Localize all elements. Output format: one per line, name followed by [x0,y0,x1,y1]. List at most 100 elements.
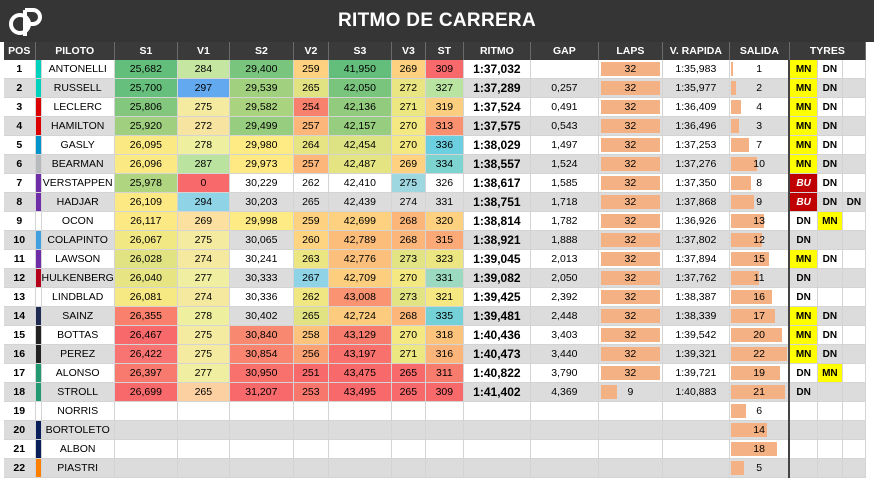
team-color-swatch [35,249,42,269]
laps-cell: 32 [598,344,663,364]
tyre-compound-cell: DN [817,78,843,98]
laps-bar [600,347,660,361]
fastest-lap-cell [662,439,730,459]
s3-cell [328,420,392,440]
s2-cell [229,401,294,421]
v3-cell: 270 [391,325,426,345]
team-color-swatch [35,135,42,155]
gap-cell [530,439,599,459]
salida-cell: 16 [729,287,791,307]
v1-cell: 277 [177,363,230,383]
v3-cell: 268 [391,306,426,326]
s2-cell: 30,333 [229,268,294,288]
laps-bar [600,309,660,323]
team-color-swatch [35,363,42,383]
s3-cell [328,458,392,478]
v2-cell: 254 [293,97,329,117]
st-cell: 321 [425,287,464,307]
laps-cell: 32 [598,249,663,269]
col-header-v3: V3 [391,42,426,60]
tyre-compound-cell: DN [817,325,843,345]
laps-cell: 32 [598,230,663,250]
col-header-v-rapida: V. RAPIDA [662,42,730,60]
s1-cell: 26,095 [114,135,178,155]
v3-cell: 273 [391,287,426,307]
salida-value: 17 [753,310,765,322]
tyre-compound-cell [842,135,866,155]
st-cell: 334 [425,154,464,174]
salida-bar [730,442,778,456]
s2-cell [229,420,294,440]
salida-cell: 5 [729,458,791,478]
table-row: 2 RUSSELL 25,700 297 29,539 265 42,050 272 327 1:… [4,78,866,98]
gap-cell [530,401,599,421]
v1-cell [177,420,230,440]
tyre-compound-cell [789,458,818,478]
v2-cell: 267 [293,268,329,288]
v1-cell: 272 [177,116,230,136]
position-cell: 21 [4,439,36,459]
s1-cell: 25,806 [114,97,178,117]
v2-cell: 251 [293,363,329,383]
salida-bar [730,195,754,209]
laps-bar [600,119,660,133]
s3-cell: 43,129 [328,325,392,345]
v3-cell: 268 [391,230,426,250]
s2-cell: 30,402 [229,306,294,326]
table-row: 19 NORRIS 6 [4,401,866,421]
tyre-compound-cell: MN [817,363,843,383]
salida-bar [730,100,742,114]
gap-cell [530,60,599,79]
driver-name: RUSSELL [41,78,115,98]
s2-cell: 29,998 [229,211,294,231]
salida-bar [730,385,785,399]
v3-cell: 270 [391,135,426,155]
v2-cell: 263 [293,249,329,269]
position-cell: 10 [4,230,36,250]
table-row: 18 STROLL 26,699 265 31,207 253 43,495 265 309 1:… [4,382,866,402]
header-bar: RITMO DE CARRERA [0,0,874,42]
salida-value: 5 [756,462,763,474]
table-body: 1 ANTONELLI 25,682 284 29,400 259 41,950 269 309… [4,60,866,478]
v3-cell: 268 [391,211,426,231]
s1-cell: 26,355 [114,306,178,326]
position-cell: 15 [4,325,36,345]
v2-cell: 264 [293,135,329,155]
driver-name: COLAPINTO [41,230,115,250]
v3-cell: 270 [391,268,426,288]
table-row: 22 PIASTRI 5 [4,458,866,478]
v2-cell: 258 [293,325,329,345]
team-color-swatch [35,211,42,231]
col-header-salida: SALIDA [729,42,790,60]
laps-cell: 32 [598,154,663,174]
st-cell: 311 [425,363,464,383]
v1-cell [177,401,230,421]
fastest-lap-cell [662,401,730,421]
salida-value: 7 [756,139,763,151]
s3-cell: 42,709 [328,268,392,288]
v1-cell: 297 [177,78,230,98]
s3-cell: 42,410 [328,173,392,193]
position-cell: 11 [4,249,36,269]
v1-cell: 275 [177,325,230,345]
v1-cell [177,439,230,459]
salida-cell: 15 [729,249,791,269]
team-color-swatch [35,268,42,288]
laps-value: 32 [624,291,637,303]
tyre-compound-cell: BU [789,173,818,193]
ritmo-cell: 1:37,575 [463,116,531,136]
team-color-swatch [35,97,42,117]
tyre-compound-cell [817,268,843,288]
salida-cell: 1 [729,60,791,79]
driver-name: SAINZ [41,306,115,326]
laps-value: 32 [624,196,637,208]
salida-cell: 17 [729,306,791,326]
team-color-swatch [35,78,42,98]
st-cell: 326 [425,173,464,193]
s2-cell [229,458,294,478]
tyre-compound-cell [817,230,843,250]
laps-bar [600,328,660,342]
v2-cell [293,439,329,459]
tyre-compound-cell [842,60,866,79]
st-cell: 320 [425,211,464,231]
